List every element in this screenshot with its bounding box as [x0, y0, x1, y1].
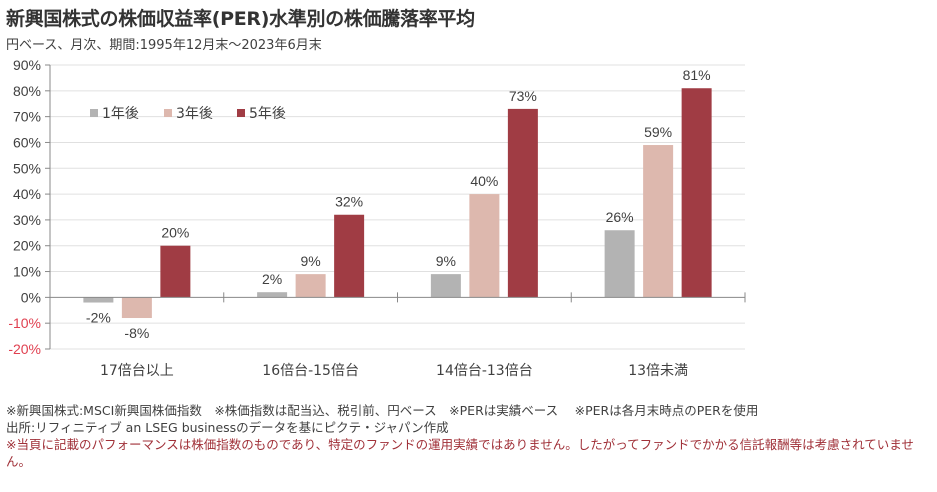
bar-3 [334, 214, 365, 298]
x-axis: 17倍台以上 16倍台-15倍台 14倍台-13倍台 13倍未満 [50, 292, 746, 379]
x-tick-label: 13倍未満 [628, 363, 688, 379]
legend-swatch-2 [164, 109, 172, 117]
legend-label: 3年後 [176, 106, 213, 122]
bar-3 [507, 108, 538, 298]
bar-2 [469, 194, 500, 298]
y-tick-label: 0% [21, 289, 41, 305]
bar-3 [160, 245, 191, 298]
bar-2 [643, 145, 674, 298]
footnote-source: 出所:リフィニティブ an LSEG businessのデータを基にピクテ・ジャ… [6, 420, 449, 435]
bar-1 [430, 274, 461, 298]
y-tick-label: 50% [13, 160, 41, 176]
x-tick-label: 16倍台-15倍台 [262, 363, 359, 379]
x-tick-label: 14倍台-13倍台 [436, 363, 533, 379]
legend-swatch-1 [90, 109, 98, 117]
footnote-index-info: ※新興国株式:MSCI新興国株価指数 ※株価指数は配当込、税引前、円ベース ※P… [6, 403, 759, 418]
y-tick-label: 20% [13, 238, 41, 254]
bar-2 [295, 274, 326, 298]
footnotes: ※新興国株式:MSCI新興国株価指数 ※株価指数は配当込、税引前、円ベース ※P… [6, 402, 931, 470]
data-label: 40% [470, 173, 498, 189]
legend-label: 1年後 [102, 106, 139, 122]
bar-1 [257, 292, 288, 298]
data-labels: -2% -8% 20% 2% 9% 32% 9% 40% 73% 26% 59% 81% [86, 67, 711, 341]
legend-swatch-3 [237, 109, 245, 117]
bars [83, 88, 712, 319]
x-tick-label: 17倍台以上 [100, 363, 174, 379]
data-label: 26% [606, 209, 634, 225]
data-label: 9% [436, 253, 456, 269]
data-label: 81% [683, 67, 711, 83]
bar-3 [681, 88, 712, 298]
y-axis: 90% 80% 70% 60% 50% 40% 30% 20% 10% 0% -10% -20% [8, 57, 51, 357]
bar-chart: 90% 80% 70% 60% 50% 40% 30% 20% 10% 0% -10% -20% 17… [8, 57, 746, 379]
legend: 1年後 3年後 5年後 [90, 106, 286, 122]
y-tick-label: 10% [13, 264, 41, 280]
y-tick-label: -10% [8, 315, 41, 331]
y-tick-label: 30% [13, 212, 41, 228]
footnote-disclaimer: ※当頁に記載のパフォーマンスは株価指数のものであり、特定のファンドの運用実績では… [6, 437, 914, 469]
data-label: 59% [644, 124, 672, 140]
data-label: -8% [124, 325, 149, 341]
bar-2 [121, 297, 152, 319]
y-tick-label: 60% [13, 134, 41, 150]
chart-title: 新興国株式の株価収益率(PER)水準別の株価騰落率平均 [6, 8, 475, 30]
data-label: -2% [86, 310, 111, 326]
y-tick-label: 80% [13, 83, 41, 99]
data-label: 32% [335, 194, 363, 210]
grid-lines [50, 64, 745, 350]
y-tick-label: 90% [13, 57, 41, 73]
data-label: 73% [509, 88, 537, 104]
data-label: 20% [161, 225, 189, 241]
bar-1 [604, 230, 635, 298]
legend-label: 5年後 [249, 106, 286, 122]
y-tick-label: -20% [8, 341, 41, 357]
y-tick-label: 40% [13, 186, 41, 202]
bar-1 [83, 297, 114, 303]
chart-subtitle: 円ベース、月次、期間:1995年12月末～2023年6月末 [6, 38, 322, 53]
data-label: 2% [262, 271, 282, 287]
data-label: 9% [301, 253, 321, 269]
y-tick-label: 70% [13, 109, 41, 125]
